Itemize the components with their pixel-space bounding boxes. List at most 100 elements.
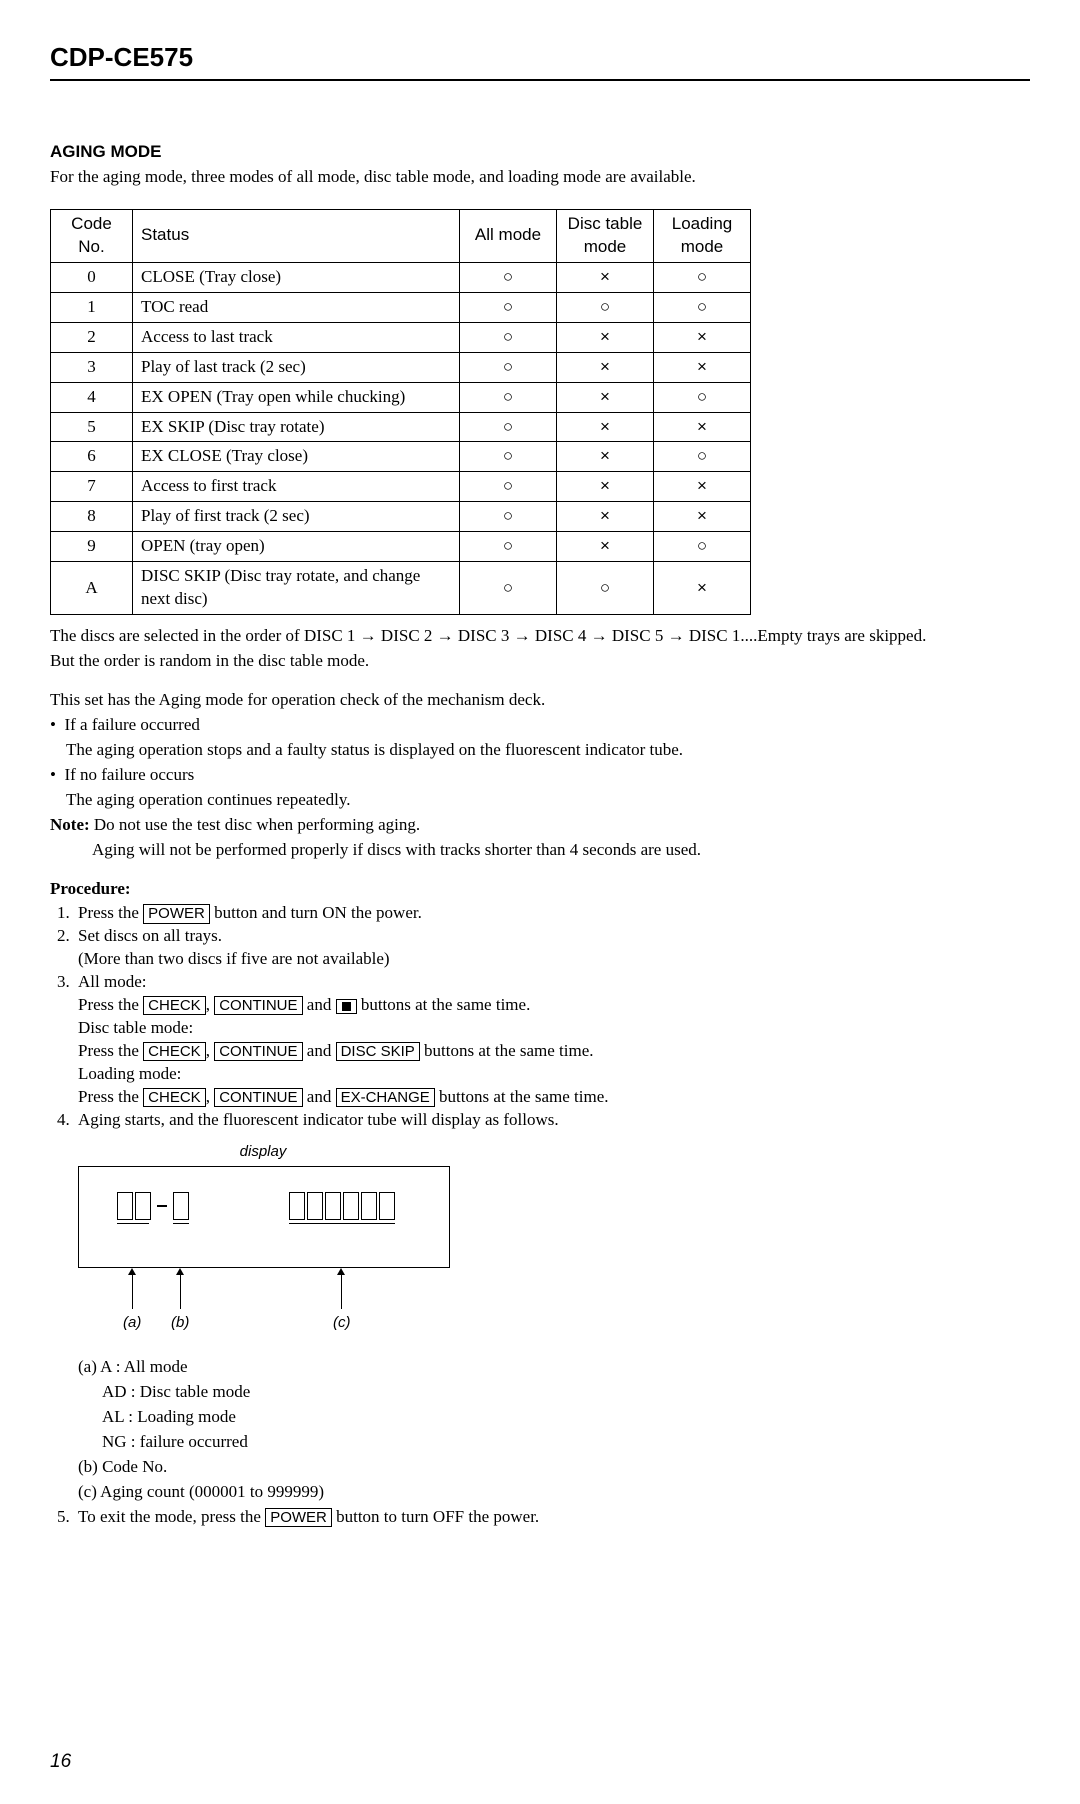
cell-all: ○ [460,322,557,352]
bullet2-body: The aging operation continues repeatedly… [66,789,1030,812]
s2a: Set discs on all trays. [78,926,222,945]
th-disc: Disc table mode [557,209,654,262]
procedure-label: Procedure: [50,878,1030,901]
proc-step-2: Set discs on all trays. (More than two d… [74,925,1030,971]
proc-step-5: To exit the mode, press the POWER button… [74,1506,1030,1529]
model-header: CDP-CE575 [50,40,1030,81]
cell-all: ○ [460,412,557,442]
legend-a2: AD : Disc table mode [102,1381,1030,1404]
cell-all: ○ [460,472,557,502]
table-row: 2Access to last track○×× [51,322,751,352]
power-button-2: POWER [265,1508,332,1527]
th-code: Code No. [51,209,133,262]
cell-code: 6 [51,442,133,472]
s3d3: and [303,1041,336,1060]
cell-load: ○ [654,292,751,322]
table-row: 7Access to first track○×× [51,472,751,502]
section-title: AGING MODE [50,141,1030,164]
continue-button: CONTINUE [214,996,302,1015]
bullet1-head: If a failure occurred [64,715,199,734]
th-load: Loading mode [654,209,751,262]
page-number: 16 [50,1749,1030,1775]
display-label: display [78,1142,448,1162]
bullet1: • If a failure occurred [50,714,1030,737]
cell-code: 4 [51,382,133,412]
bullet1-body: The aging operation stops and a faulty s… [66,739,1030,762]
cell-status: OPEN (tray open) [133,532,460,562]
seg-c6 [379,1192,395,1220]
s3a: All mode: [78,972,146,991]
dash [157,1205,167,1207]
cell-disc: × [557,442,654,472]
cell-code: 5 [51,412,133,442]
arrow-b-label: (b) [171,1313,189,1333]
s3b4: buttons at the same time. [357,995,531,1014]
after-table-1: The discs are selected in the order of D… [50,625,1030,648]
cell-load: × [654,472,751,502]
cell-disc: × [557,412,654,442]
table-row: 8Play of first track (2 sec)○×× [51,502,751,532]
s3b1: Press the [78,995,143,1014]
cell-code: 2 [51,322,133,352]
cell-all: ○ [460,292,557,322]
cell-all: ○ [460,502,557,532]
cell-load: ○ [654,382,751,412]
legend-a4: NG : failure occurred [102,1431,1030,1454]
discskip-button: DISC SKIP [336,1042,420,1061]
s3b2: , [206,995,215,1014]
cell-load: ○ [654,532,751,562]
cell-all: ○ [460,442,557,472]
seg-c4 [343,1192,359,1220]
seg-c5 [361,1192,377,1220]
seg-a2 [135,1192,151,1220]
arrow-b-line [180,1274,181,1309]
bullet2-head: If no failure occurs [64,765,194,784]
cell-code: 3 [51,352,133,382]
cell-load: ○ [654,442,751,472]
th-all: All mode [460,209,557,262]
table-row: 4EX OPEN (Tray open while chucking)○×○ [51,382,751,412]
s3b3: and [303,995,336,1014]
aging-mode-table: Code No. Status All mode Disc table mode… [50,209,751,615]
after-table-2: But the order is random in the disc tabl… [50,650,1030,673]
s5a: To exit the mode, press the [78,1507,265,1526]
proc-step-3: All mode: Press the CHECK, CONTINUE and … [74,971,1030,1109]
check-button: CHECK [143,996,206,1015]
s1a: Press the [78,903,143,922]
power-button: POWER [143,904,210,923]
cell-disc: × [557,352,654,382]
arrow-a-label: (a) [123,1313,141,1333]
legend-a3: AL : Loading mode [102,1406,1030,1429]
cell-load: × [654,322,751,352]
cell-disc: ○ [557,292,654,322]
cell-status: Access to first track [133,472,460,502]
s3e: Loading mode: [78,1064,181,1083]
table-row: 6EX CLOSE (Tray close)○×○ [51,442,751,472]
cell-status: TOC read [133,292,460,322]
cell-disc: × [557,262,654,292]
cell-all: ○ [460,562,557,615]
seg-a1 [117,1192,133,1220]
procedure-list-2: To exit the mode, press the POWER button… [50,1506,1030,1529]
table-row: ADISC SKIP (Disc tray rotate, and change… [51,562,751,615]
s5b: button to turn OFF the power. [332,1507,539,1526]
check-button-2: CHECK [143,1042,206,1061]
arrow-c-line [341,1274,342,1309]
cell-all: ○ [460,382,557,412]
seg-b [173,1192,189,1220]
legend-a1: (a) A : All mode [78,1356,1030,1379]
arrow-c-label: (c) [333,1313,351,1333]
table-row: 0CLOSE (Tray close)○×○ [51,262,751,292]
cell-code: 1 [51,292,133,322]
cell-load: ○ [654,262,751,292]
intro-text: For the aging mode, three modes of all m… [50,166,1030,189]
cell-status: DISC SKIP (Disc tray rotate, and change … [133,562,460,615]
arrow-a-line [132,1274,133,1309]
cell-disc: × [557,472,654,502]
under-a [117,1223,149,1224]
table-row: 9OPEN (tray open)○×○ [51,532,751,562]
cell-code: 9 [51,532,133,562]
bullet2: • If no failure occurs [50,764,1030,787]
continue-button-2: CONTINUE [214,1042,302,1061]
cell-disc: × [557,322,654,352]
